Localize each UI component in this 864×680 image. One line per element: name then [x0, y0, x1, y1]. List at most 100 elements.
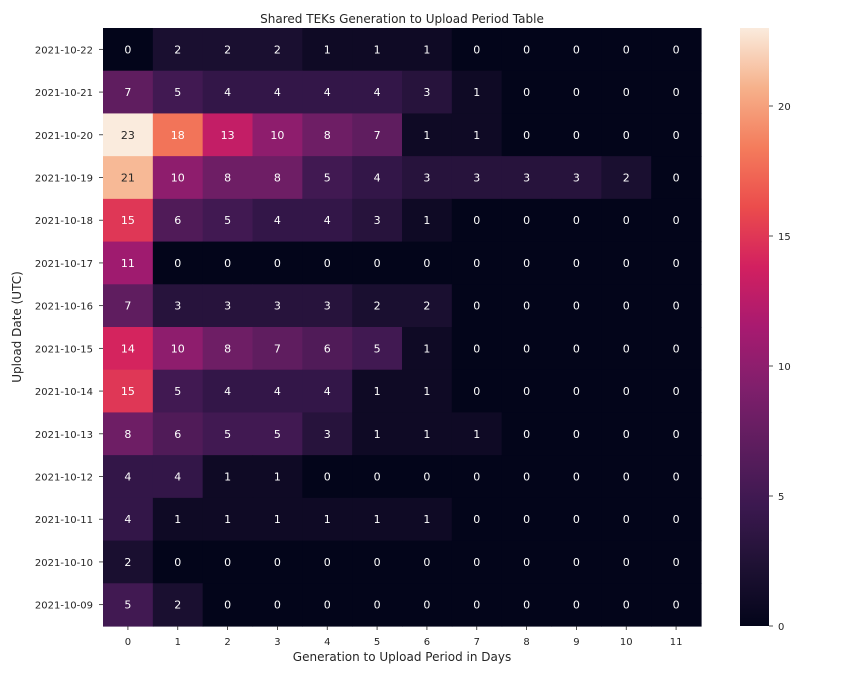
- heatmap-cell: [352, 540, 403, 584]
- cell-value-label: 0: [523, 599, 530, 612]
- heatmap-cell: [501, 70, 553, 115]
- cell-value-label: 21: [121, 172, 135, 185]
- heatmap-cell: [202, 241, 254, 285]
- heatmap-cell: [402, 583, 453, 627]
- cell-value-label: 6: [174, 428, 181, 441]
- cell-value-label: 0: [324, 556, 331, 569]
- cell-value-label: 0: [473, 513, 480, 526]
- cell-value-label: 1: [224, 471, 231, 484]
- cell-value-label: 5: [174, 86, 181, 99]
- cell-value-label: 2: [623, 172, 630, 185]
- heatmap-cell: [302, 156, 353, 200]
- heatmap-cell: [252, 284, 303, 328]
- heatmap-cell: [451, 369, 503, 414]
- heatmap-cell: [601, 455, 652, 499]
- heatmap-cell: [551, 241, 602, 285]
- heatmap-cell: [402, 241, 453, 285]
- cell-value-label: 11: [121, 257, 135, 270]
- heatmap-cell: [451, 327, 503, 371]
- cell-value-label: 0: [473, 385, 480, 398]
- cell-value-label: 4: [324, 385, 331, 398]
- cell-value-label: 0: [623, 428, 630, 441]
- heatmap-cell: [103, 198, 154, 243]
- heatmap-cell: [402, 369, 453, 414]
- colorbar-tick-label: 0: [778, 622, 784, 633]
- cell-value-label: 5: [374, 342, 381, 355]
- heatmap-cell: [451, 412, 503, 456]
- heatmap-cell: [152, 198, 204, 243]
- heatmap-cell: [651, 28, 702, 72]
- cell-value-label: 0: [224, 257, 231, 270]
- cell-value-label: 4: [274, 385, 281, 398]
- cell-value-label: 7: [124, 300, 131, 313]
- x-tick-label: 9: [573, 637, 579, 648]
- cell-value-label: 8: [324, 129, 331, 142]
- heatmap-cell: [402, 497, 453, 542]
- cell-value-label: 0: [374, 599, 381, 612]
- heatmap-cell: [601, 327, 652, 371]
- cell-value-label: 0: [523, 428, 530, 441]
- heatmap-cell: [501, 198, 553, 243]
- cell-value-label: 4: [124, 471, 131, 484]
- cell-value-label: 5: [224, 214, 231, 227]
- y-axis-ticks: 2021-10-22 2021-10-21 2021-10-20 2021-10-19…: [35, 45, 103, 612]
- heatmap-cell: [252, 455, 303, 499]
- cell-value-label: 0: [573, 513, 580, 526]
- heatmap-cell: [302, 497, 353, 542]
- cell-value-label: 1: [374, 385, 381, 398]
- cell-value-label: 0: [324, 471, 331, 484]
- cell-value-label: 23: [121, 129, 135, 142]
- x-tick-label: 5: [374, 637, 380, 648]
- heatmap-cell: [651, 369, 702, 414]
- heatmap-cell: [402, 156, 453, 200]
- cell-value-label: 0: [573, 342, 580, 355]
- cell-value-label: 0: [623, 342, 630, 355]
- heatmap-cell: [252, 156, 303, 200]
- heatmap-cell: [501, 327, 553, 371]
- cell-value-label: 0: [523, 513, 530, 526]
- heatmap-cell: [103, 70, 154, 115]
- heatmap-cell: [252, 198, 303, 243]
- cell-value-label: 0: [623, 86, 630, 99]
- heatmap-cell: [601, 70, 652, 115]
- cell-value-label: 0: [473, 300, 480, 313]
- y-tick-label: 2021-10-13: [35, 430, 93, 441]
- colorbar-gradient: [740, 28, 769, 626]
- cell-value-label: 5: [224, 428, 231, 441]
- heatmap-cell: [451, 198, 503, 243]
- y-tick-label: 2021-10-19: [35, 174, 93, 185]
- heatmap-cell: [501, 113, 553, 157]
- cell-value-label: 2: [423, 300, 430, 313]
- heatmap-cell: [152, 369, 204, 414]
- cell-value-label: 4: [224, 86, 231, 99]
- heatmap-cell: [601, 583, 652, 627]
- cell-value-label: 10: [171, 342, 185, 355]
- heatmap-cell: [451, 284, 503, 328]
- cell-value-label: 0: [673, 556, 680, 569]
- cell-value-label: 3: [573, 172, 580, 185]
- cell-value-label: 3: [224, 300, 231, 313]
- cell-value-label: 13: [221, 129, 235, 142]
- cell-value-label: 4: [224, 385, 231, 398]
- y-tick-label: 2021-10-10: [35, 558, 93, 569]
- cell-value-label: 1: [423, 513, 430, 526]
- heatmap-cell: [601, 113, 652, 157]
- cell-value-label: 0: [673, 342, 680, 355]
- cell-value-label: 1: [423, 385, 430, 398]
- cell-value-label: 0: [423, 599, 430, 612]
- cell-value-label: 4: [324, 214, 331, 227]
- cell-value-label: 1: [423, 43, 430, 56]
- cell-value-label: 6: [174, 214, 181, 227]
- cell-value-label: 2: [174, 43, 181, 56]
- cell-value-label: 5: [174, 385, 181, 398]
- heatmap-cell: [601, 284, 652, 328]
- cell-value-label: 0: [623, 471, 630, 484]
- x-axis-ticks: 0 1 2 3 4 5 6 7 8 9 10 11: [125, 626, 682, 648]
- heatmap-cell: [202, 497, 254, 542]
- y-axis-label: Upload Date (UTC): [10, 271, 24, 383]
- heatmap-cell: [402, 412, 453, 456]
- cell-value-label: 1: [274, 513, 281, 526]
- heatmap-cell: [551, 369, 602, 414]
- cell-value-label: 3: [324, 428, 331, 441]
- y-tick-label: 2021-10-17: [35, 259, 93, 270]
